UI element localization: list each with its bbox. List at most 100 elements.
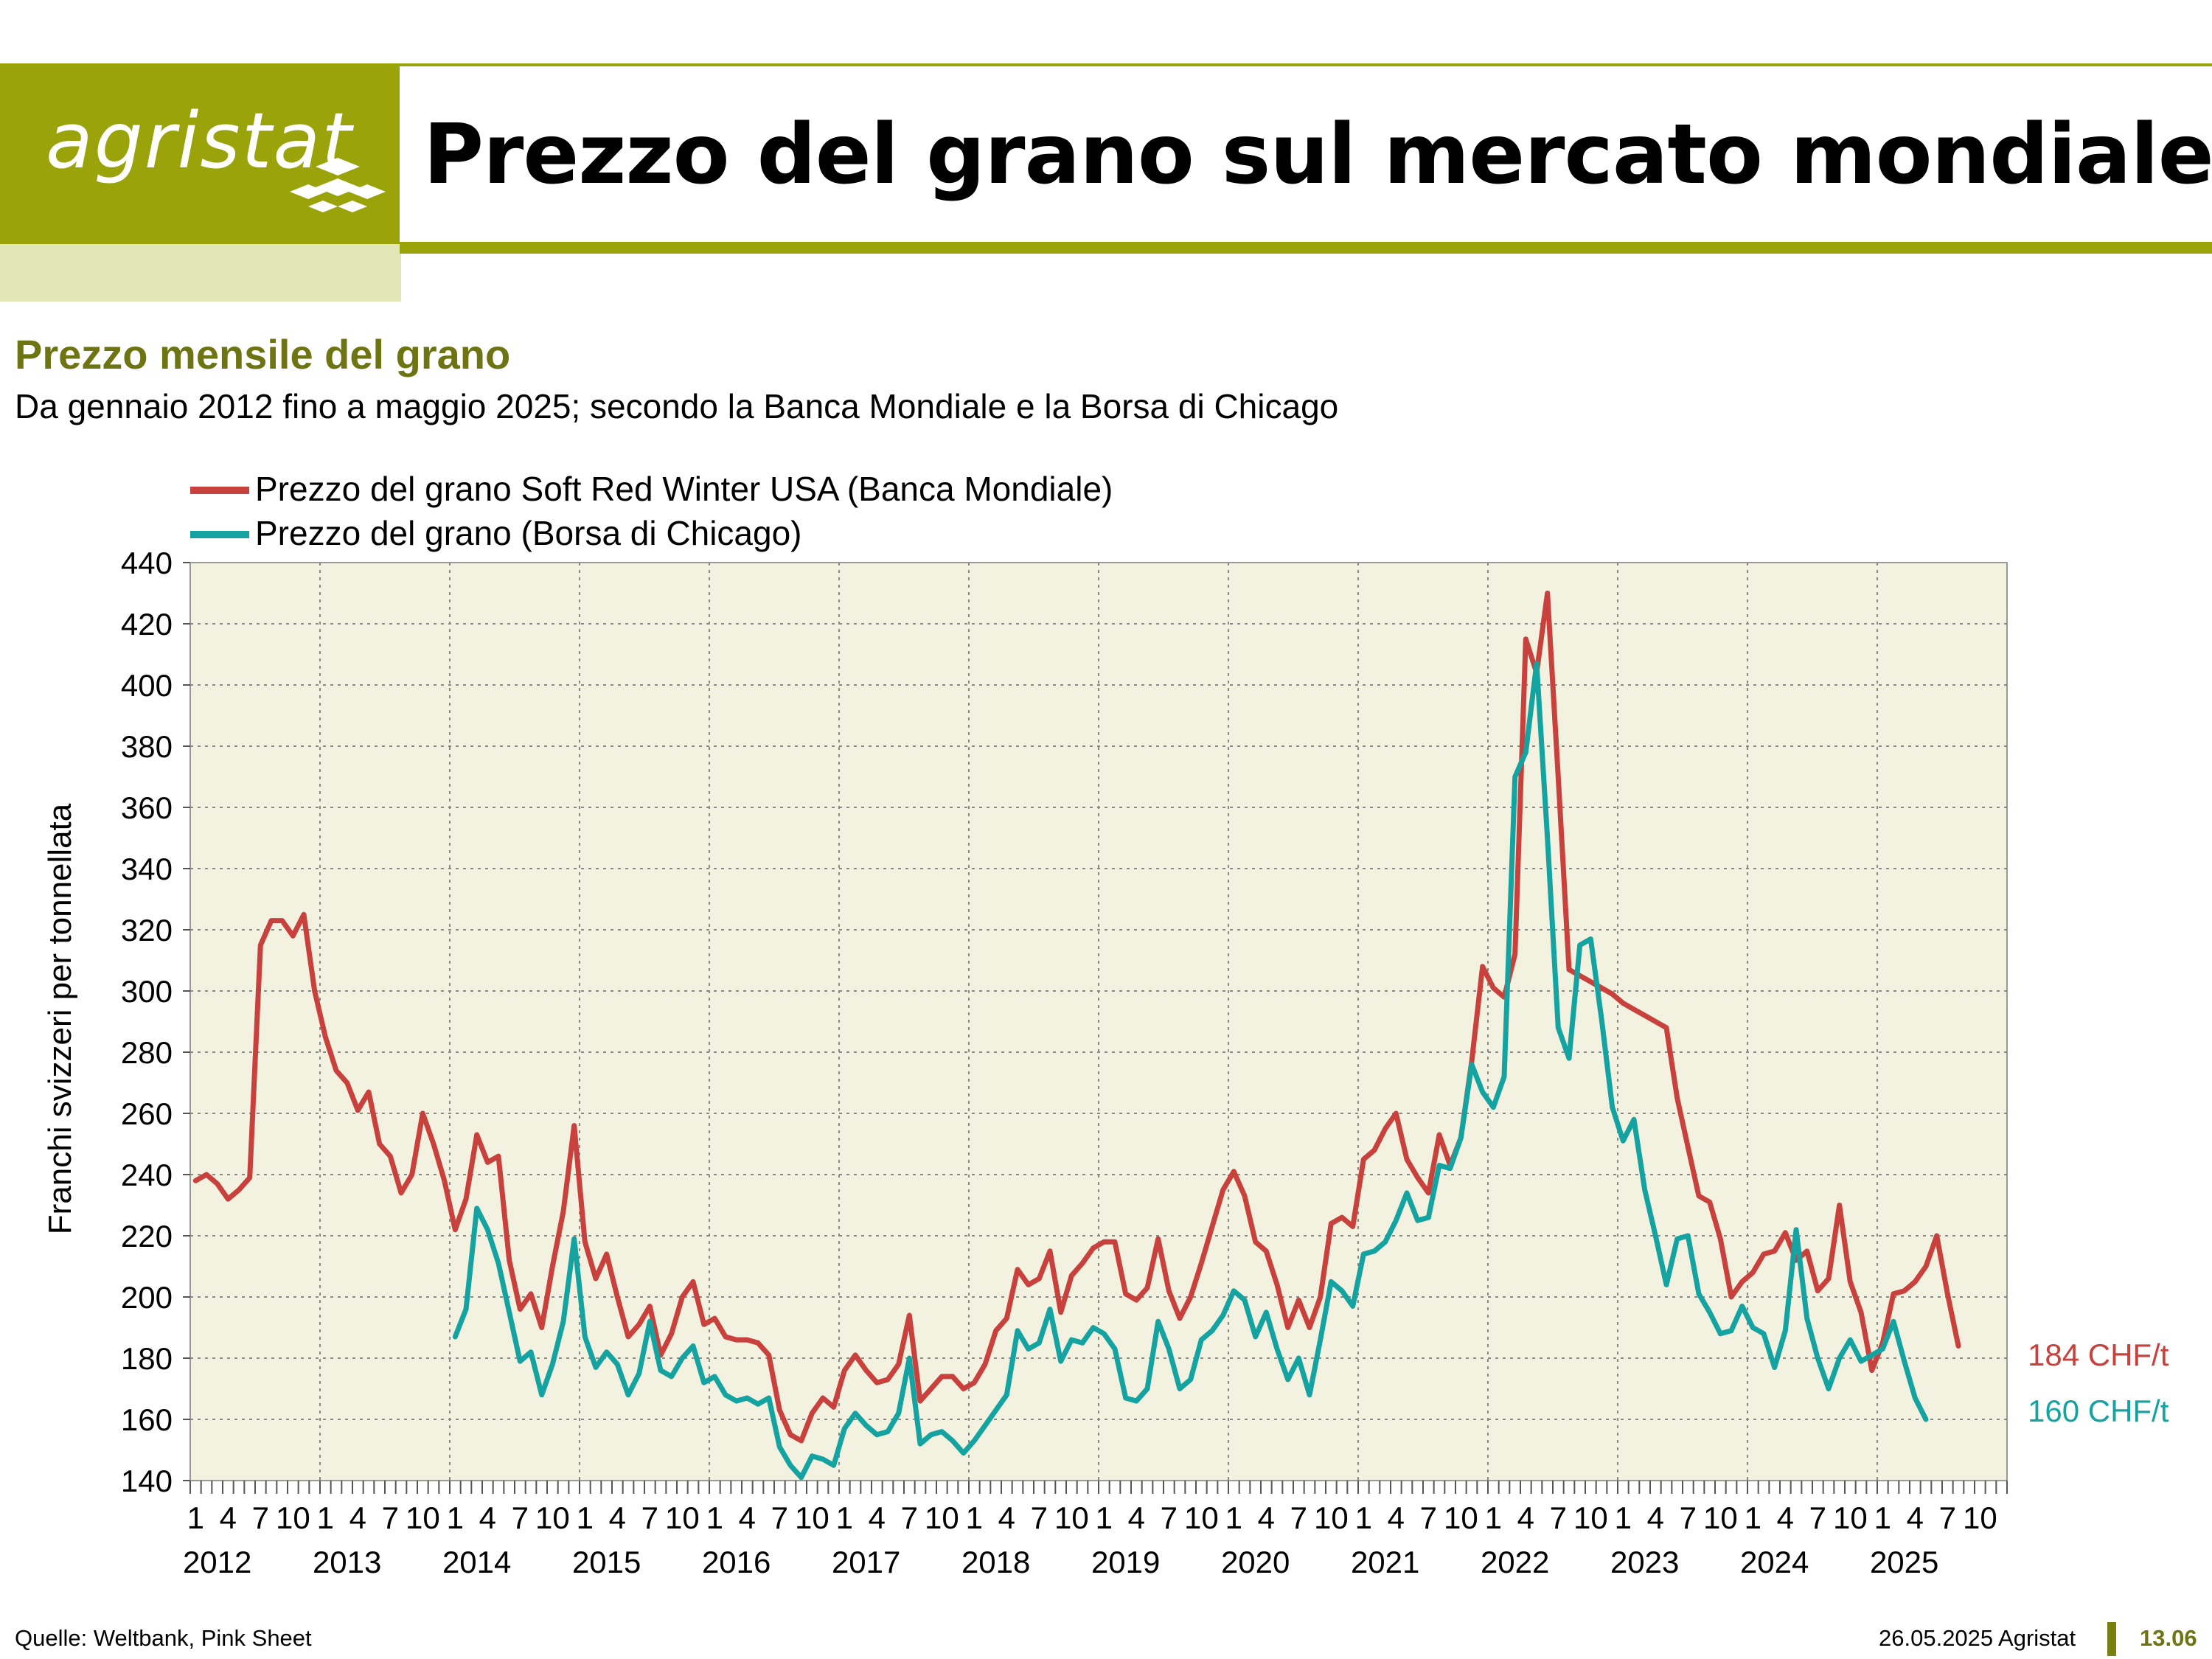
y-axis-label: Franchi svizzeri per tonnellata xyxy=(42,803,78,1235)
x-month-label: 7 xyxy=(771,1500,788,1535)
x-month-label: 10 xyxy=(1833,1500,1868,1535)
x-month-label: 4 xyxy=(739,1500,756,1535)
header-top-line xyxy=(0,63,2212,66)
x-month-label: 4 xyxy=(1777,1500,1794,1535)
x-month-label: 10 xyxy=(1184,1500,1219,1535)
footer-date: 26.05.2025 Agristat xyxy=(1879,1625,2076,1651)
x-year-label: 2020 xyxy=(1221,1545,1290,1579)
agristat-logo-icon xyxy=(290,158,386,212)
x-month-label: 10 xyxy=(1703,1500,1738,1535)
x-month-label: 4 xyxy=(609,1500,626,1535)
y-tick-label: 220 xyxy=(121,1219,173,1253)
x-month-label: 7 xyxy=(1031,1500,1048,1535)
x-month-label: 10 xyxy=(535,1500,570,1535)
x-month-label: 1 xyxy=(1096,1500,1113,1535)
y-tick-label: 180 xyxy=(121,1341,173,1376)
x-month-label: 10 xyxy=(1573,1500,1608,1535)
footer-source: Quelle: Weltbank, Pink Sheet xyxy=(15,1625,312,1651)
x-year-label: 2023 xyxy=(1610,1545,1679,1579)
x-month-label: 10 xyxy=(1314,1500,1349,1535)
x-year-label: 2024 xyxy=(1740,1545,1809,1579)
x-month-label: 4 xyxy=(349,1500,366,1535)
legend-label-teal: Prezzo del grano (Borsa di Chicago) xyxy=(255,514,802,552)
x-year-label: 2019 xyxy=(1091,1545,1160,1579)
x-month-label: 1 xyxy=(1745,1500,1761,1535)
y-tick-label: 320 xyxy=(121,913,173,947)
logo-strip xyxy=(0,244,401,302)
x-month-label: 10 xyxy=(406,1500,440,1535)
x-year-label: 2013 xyxy=(313,1545,381,1579)
x-month-label: 7 xyxy=(901,1500,918,1535)
y-tick-label: 300 xyxy=(121,974,173,1009)
x-month-label: 4 xyxy=(1128,1500,1145,1535)
x-year-label: 2017 xyxy=(832,1545,900,1579)
x-month-label: 7 xyxy=(382,1500,399,1535)
end-label-red: 184 CHF/t xyxy=(2028,1338,2169,1372)
page-title: Prezzo del grano sul mercato mondiale xyxy=(423,107,2212,203)
x-month-label: 10 xyxy=(795,1500,830,1535)
x-month-label: 7 xyxy=(252,1500,269,1535)
x-month-label: 10 xyxy=(1963,1500,1997,1535)
x-month-label: 4 xyxy=(1647,1500,1664,1535)
x-month-label: 7 xyxy=(512,1500,529,1535)
x-month-label: 4 xyxy=(1907,1500,1924,1535)
logo-text: agristat xyxy=(46,96,353,186)
x-month-label: 10 xyxy=(1054,1500,1089,1535)
footer-bar xyxy=(2107,1622,2116,1656)
x-month-label: 1 xyxy=(1615,1500,1632,1535)
y-tick-label: 280 xyxy=(121,1035,173,1070)
x-month-label: 1 xyxy=(447,1500,464,1535)
x-month-label: 10 xyxy=(665,1500,700,1535)
x-year-label: 2018 xyxy=(961,1545,1030,1579)
x-month-label: 1 xyxy=(966,1500,983,1535)
x-year-label: 2021 xyxy=(1351,1545,1419,1579)
y-tick-label: 200 xyxy=(121,1280,173,1315)
x-month-label: 1 xyxy=(1355,1500,1372,1535)
title-rule xyxy=(400,242,2212,254)
x-month-label: 4 xyxy=(869,1500,886,1535)
x-month-label: 7 xyxy=(1420,1500,1437,1535)
x-month-label: 4 xyxy=(220,1500,237,1535)
legend-swatch-red xyxy=(190,487,249,494)
x-month-label: 1 xyxy=(1485,1500,1502,1535)
y-tick-label: 400 xyxy=(121,668,173,703)
y-tick-label: 160 xyxy=(121,1402,173,1437)
x-month-label: 1 xyxy=(187,1500,204,1535)
x-month-label: 1 xyxy=(706,1500,723,1535)
x-month-label: 1 xyxy=(1225,1500,1242,1535)
x-month-label: 10 xyxy=(1444,1500,1478,1535)
chart-description: Da gennaio 2012 fino a maggio 2025; seco… xyxy=(15,387,1339,425)
x-month-label: 1 xyxy=(836,1500,853,1535)
x-month-label: 4 xyxy=(1517,1500,1534,1535)
series-line-teal xyxy=(452,661,1929,1481)
y-tick-label: 380 xyxy=(121,729,173,764)
x-month-label: 1 xyxy=(1874,1500,1891,1535)
y-tick-label: 140 xyxy=(121,1464,173,1498)
x-month-label: 7 xyxy=(641,1500,658,1535)
x-month-label: 7 xyxy=(1161,1500,1178,1535)
logo-box xyxy=(0,66,400,244)
x-month-label: 10 xyxy=(276,1500,310,1535)
y-tick-label: 440 xyxy=(121,546,173,580)
x-year-label: 2014 xyxy=(442,1545,511,1579)
x-year-label: 2016 xyxy=(702,1545,771,1579)
x-month-label: 10 xyxy=(925,1500,959,1535)
end-label-teal: 160 CHF/t xyxy=(2028,1394,2169,1428)
x-month-label: 4 xyxy=(479,1500,496,1535)
y-tick-label: 360 xyxy=(121,790,173,825)
x-year-label: 2012 xyxy=(183,1545,251,1579)
x-year-label: 2015 xyxy=(572,1545,641,1579)
series-line-red xyxy=(192,591,1961,1444)
x-month-label: 7 xyxy=(1939,1500,1956,1535)
y-tick-label: 420 xyxy=(121,607,173,641)
legend-label-red: Prezzo del grano Soft Red Winter USA (Ba… xyxy=(255,470,1113,508)
x-year-label: 2025 xyxy=(1870,1545,1938,1579)
y-tick-label: 260 xyxy=(121,1096,173,1131)
x-month-label: 7 xyxy=(1680,1500,1697,1535)
x-month-label: 4 xyxy=(1258,1500,1275,1535)
x-month-label: 1 xyxy=(577,1500,594,1535)
y-tick-label: 340 xyxy=(121,852,173,886)
x-month-label: 7 xyxy=(1550,1500,1567,1535)
x-month-label: 7 xyxy=(1290,1500,1307,1535)
x-year-label: 2022 xyxy=(1481,1545,1549,1579)
